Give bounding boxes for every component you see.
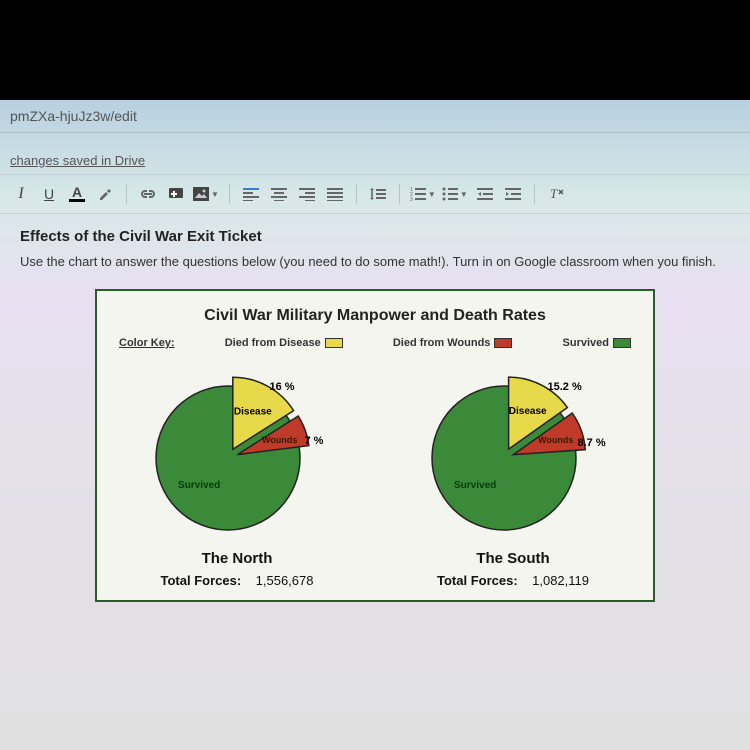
chevron-down-icon: ▼	[211, 190, 219, 199]
toolbar-divider	[126, 184, 127, 204]
clear-formatting-button[interactable]: T	[545, 183, 567, 205]
svg-text:Survived: Survived	[454, 480, 496, 491]
north-wounds-pct: 7 %	[305, 435, 324, 447]
screen: pmZXa-hjuJz3w/edit changes saved in Driv…	[0, 100, 750, 750]
svg-text:T: T	[550, 186, 558, 201]
italic-button[interactable]: I	[10, 183, 32, 205]
align-right-button[interactable]	[296, 183, 318, 205]
legend-item-survived: Survived	[563, 337, 631, 349]
line-spacing-button[interactable]	[367, 183, 389, 205]
north-label: The North	[109, 550, 365, 567]
align-left-button[interactable]	[240, 183, 262, 205]
text-color-button[interactable]: A	[66, 183, 88, 205]
legend-item-disease: Died from Disease	[225, 337, 343, 349]
align-center-button[interactable]	[268, 183, 290, 205]
insert-link-button[interactable]	[137, 183, 159, 205]
insert-image-button[interactable]: ▼	[193, 183, 219, 205]
formatting-toolbar: I U A ▼	[0, 175, 750, 214]
monitor-bezel	[0, 0, 750, 100]
toolbar-divider	[534, 184, 535, 204]
south-wounds-pct: 8.7 %	[578, 437, 606, 449]
swatch-survived	[613, 338, 631, 348]
charts-row: Disease Wounds Survived 16 % 7 % The North…	[109, 363, 641, 588]
toolbar-divider	[399, 184, 400, 204]
pie-north: Disease Wounds Survived	[150, 363, 325, 538]
chevron-down-icon: ▼	[428, 190, 436, 199]
save-status-text: changes saved in Drive	[10, 153, 145, 168]
chevron-down-icon: ▼	[460, 190, 468, 199]
north-chart: Disease Wounds Survived 16 % 7 % The North…	[109, 363, 365, 588]
south-label: The South	[385, 550, 641, 567]
highlight-button[interactable]	[94, 183, 116, 205]
legend-item-wounds: Died from Wounds	[393, 337, 513, 349]
legend-label: Color Key:	[119, 337, 175, 349]
underline-button[interactable]: U	[38, 183, 60, 205]
north-forces: Total Forces: 1,556,678	[109, 573, 365, 588]
toolbar-divider	[229, 184, 230, 204]
document-title: Effects of the Civil War Exit Ticket	[20, 228, 730, 245]
numbered-list-button[interactable]: 123 ▼	[410, 183, 436, 205]
svg-text:Survived: Survived	[178, 480, 220, 491]
south-forces: Total Forces: 1,082,119	[385, 573, 641, 588]
legend: Color Key: Died from Disease Died from W…	[109, 337, 641, 363]
svg-text:Wounds: Wounds	[538, 435, 573, 445]
insert-comment-button[interactable]	[165, 183, 187, 205]
svg-text:3: 3	[410, 197, 413, 201]
increase-indent-button[interactable]	[502, 183, 524, 205]
chart-container: Civil War Military Manpower and Death Ra…	[95, 289, 655, 602]
svg-text:Disease: Disease	[233, 407, 271, 418]
url-text: pmZXa-hjuJz3w/edit	[10, 108, 137, 124]
save-status[interactable]: changes saved in Drive	[0, 133, 750, 175]
north-disease-pct: 16 %	[270, 381, 295, 393]
bulleted-list-button[interactable]: ▼	[442, 183, 468, 205]
south-chart: Disease Wounds Survived 15.2 % 8.7 % The S…	[385, 363, 641, 588]
svg-text:Wounds: Wounds	[262, 435, 297, 445]
swatch-wounds	[494, 338, 512, 348]
south-disease-pct: 15.2 %	[548, 381, 582, 393]
swatch-disease	[325, 338, 343, 348]
align-justify-button[interactable]	[324, 183, 346, 205]
svg-text:Disease: Disease	[508, 406, 546, 417]
toolbar-divider	[356, 184, 357, 204]
decrease-indent-button[interactable]	[474, 183, 496, 205]
url-bar[interactable]: pmZXa-hjuJz3w/edit	[0, 100, 750, 133]
chart-title: Civil War Military Manpower and Death Ra…	[109, 307, 641, 325]
document-instructions: Use the chart to answer the questions be…	[20, 251, 730, 273]
document-body[interactable]: Effects of the Civil War Exit Ticket Use…	[0, 214, 750, 616]
